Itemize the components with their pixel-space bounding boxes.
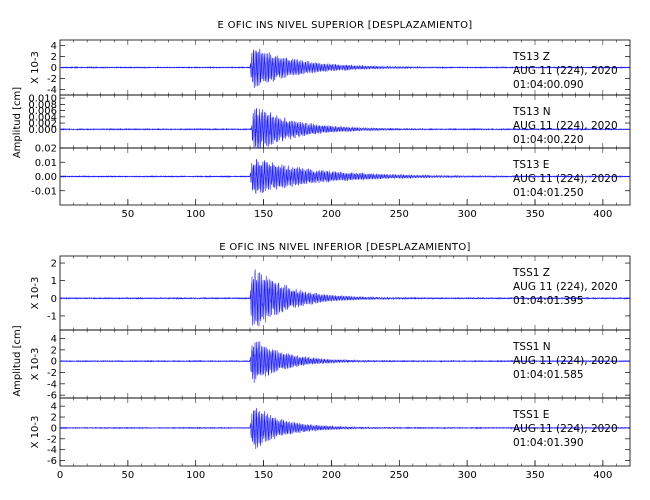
trace-date-label: AUG 11 (224), 2020 (513, 281, 618, 293)
scale-label: X 10-3 (30, 51, 41, 84)
x-tick-label: 400 (593, 209, 612, 220)
trace-date-label: AUG 11 (224), 2020 (513, 355, 618, 367)
y-tick-label: 0.00 (35, 172, 57, 183)
trace-ts13-z: 420-2-4 X 10-3 TS13 Z AUG 11 (224), 2020 01:… (30, 39, 631, 96)
y-tick-label: -4 (47, 85, 57, 96)
y-tick-label: 4 (51, 334, 57, 345)
trace-date-label: AUG 11 (224), 2020 (513, 423, 618, 435)
trace-tss1-n: 420-2-4-6 X 10-3 TSS1 N AUG 11 (224), 2020 0… (30, 329, 631, 402)
waveform-line (59, 269, 631, 327)
x-tick-label: 300 (458, 470, 477, 481)
y-tick-label: 0.004 (28, 112, 57, 123)
waveform-line (59, 108, 631, 149)
bottom-panel-title: E OFIC INS NIVEL INFERIOR [DESPLAZAMIENT… (219, 242, 470, 253)
y-tick-label: 0.01 (35, 158, 57, 169)
y-tick-label: 0 (51, 357, 57, 368)
trace-time-label: 01:04:01.395 (513, 295, 584, 307)
y-tick-label: 0.008 (28, 100, 57, 111)
y-tick-label: 0.006 (28, 106, 57, 117)
trace-time-label: 01:04:01.390 (513, 437, 584, 449)
x-tick-label: 350 (525, 209, 544, 220)
waveform-line (59, 407, 631, 449)
y-tick-label: -6 (47, 391, 57, 402)
y-axis-label: Amplitud [cm] (12, 87, 23, 158)
y-tick-label: -2 (47, 74, 57, 85)
y-tick-label: 4 (51, 402, 57, 413)
y-tick-label: -6 (47, 456, 57, 467)
y-tick-label: 0.010 (28, 94, 57, 105)
y-tick-label: 2 (51, 52, 57, 63)
waveform-line (59, 158, 631, 194)
trace-date-label: AUG 11 (224), 2020 (513, 173, 618, 185)
trace-time-label: 01:04:01.585 (513, 369, 584, 381)
scale-label: X 10-3 (30, 348, 41, 381)
y-tick-label: 2 (51, 413, 57, 424)
x-tick-label: 150 (254, 209, 273, 220)
x-tick-label: 50 (121, 470, 134, 481)
trace-station-label: TSS1 Z (512, 267, 550, 279)
trace-time-label: 01:04:00.090 (513, 79, 584, 91)
trace-station-label: TS13 N (512, 106, 551, 118)
trace-tss1-z: 2 1 0 -1 X 10-3 TSS1 Z AUG 11 (224), 2020 01:04… (30, 255, 631, 331)
trace-station-label: TSS1 E (512, 409, 549, 421)
trace-station-label: TS13 Z (512, 51, 550, 63)
x-tick-label: 100 (186, 470, 205, 481)
y-tick-label: 2 (51, 345, 57, 356)
waveform-line (59, 48, 631, 88)
trace-station-label: TSS1 N (512, 341, 551, 353)
y-tick-label: -2 (47, 434, 57, 445)
y-tick-label: -4 (47, 445, 57, 456)
x-tick-label: 250 (390, 470, 409, 481)
top-panel-title: E OFIC INS NIVEL SUPERIOR [DESPLAZAMIENT… (218, 20, 473, 31)
waveform-line (59, 341, 631, 383)
x-tick-label: 0 (57, 470, 63, 481)
scale-label: X 10-3 (30, 277, 41, 310)
y-tick-label: 0.002 (28, 119, 57, 130)
y-tick-label: -2 (47, 368, 57, 379)
trace-time-label: 01:04:00.220 (513, 134, 584, 146)
trace-ts13-e: 0.02 0.01 0.00 -0.01 TS13 E AUG 11 (224), 202… (31, 144, 631, 206)
scale-label: X 10-3 (30, 416, 41, 449)
y-axis-label: Amplitud [cm] (12, 325, 23, 396)
trace-tss1-e: 420-2-4-6 X 10-3 TSS1 E AUG 11 (224), 2020 0… (30, 397, 631, 467)
trace-station-label: TS13 E (512, 159, 549, 171)
x-tick-label: 100 (186, 209, 205, 220)
y-tick-label: -0.01 (31, 186, 57, 197)
y-tick-label: 0 (51, 63, 57, 74)
x-tick-label: 300 (458, 209, 477, 220)
x-tick-label: 50 (121, 209, 134, 220)
y-tick-label: 0 (51, 423, 57, 434)
y-tick-label: -4 (47, 379, 57, 390)
trace-date-label: AUG 11 (224), 2020 (513, 120, 618, 132)
x-tick-label: 200 (322, 209, 341, 220)
x-tick-label: 350 (525, 470, 544, 481)
x-tick-label: 150 (254, 470, 273, 481)
y-tick-label: 2 (51, 259, 57, 270)
x-tick-label: 250 (390, 209, 409, 220)
x-tick-label: 200 (322, 470, 341, 481)
trace-time-label: 01:04:01.250 (513, 187, 584, 199)
y-tick-label: 0.02 (35, 144, 57, 155)
y-tick-label: -1 (47, 311, 57, 322)
trace-date-label: AUG 11 (224), 2020 (513, 65, 618, 77)
y-tick-label: 4 (51, 41, 57, 52)
x-tick-label: 400 (593, 470, 612, 481)
y-tick-label: 1 (51, 276, 57, 287)
y-tick-label: 0.000 (28, 125, 57, 136)
y-tick-label: 0 (51, 294, 57, 305)
